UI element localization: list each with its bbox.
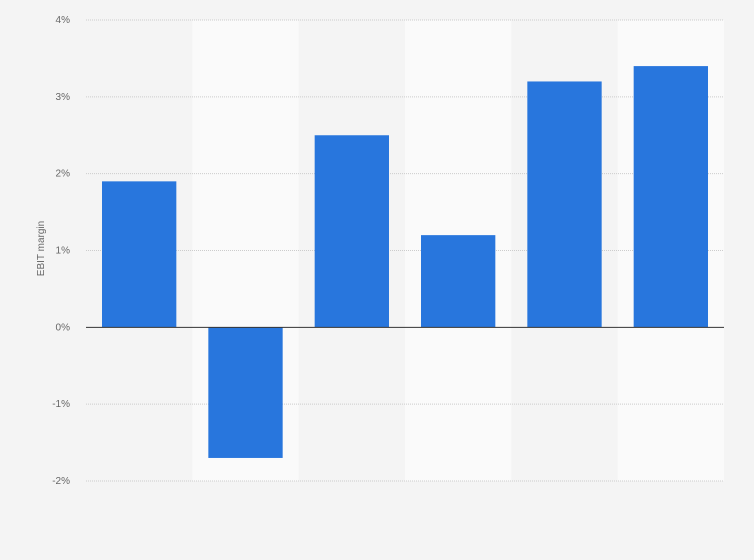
bar: [527, 81, 602, 328]
y-tick-label: 2%: [56, 169, 71, 180]
bar: [102, 181, 177, 328]
y-tick-label: 4%: [56, 15, 71, 26]
y-tick-label: -1%: [52, 399, 70, 410]
y-tick-label: 3%: [56, 92, 71, 103]
y-tick-label: 1%: [56, 246, 71, 257]
y-tick-label: -2%: [52, 476, 70, 487]
y-axis-label: EBIT margin: [36, 221, 47, 276]
bar: [314, 135, 389, 328]
bar: [421, 235, 496, 328]
bar: [633, 66, 708, 328]
bar: [208, 327, 283, 458]
y-tick-label: 0%: [56, 322, 71, 333]
